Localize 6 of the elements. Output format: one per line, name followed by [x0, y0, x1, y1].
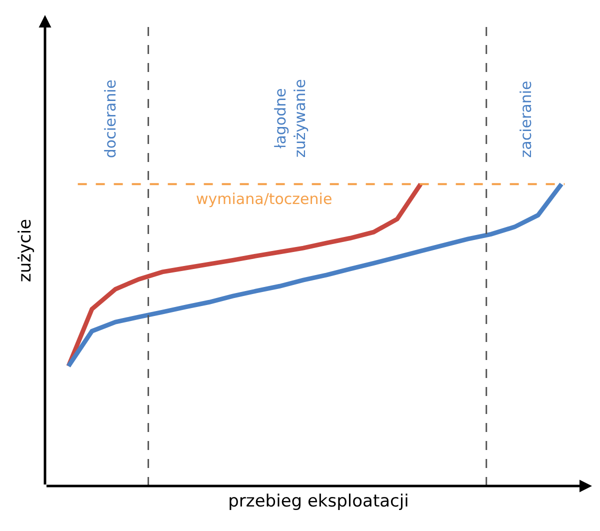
text: zacieranie — [516, 80, 535, 158]
y-axis-title: zużycie — [16, 218, 36, 282]
ref-line-label: wymiana/toczenie — [196, 190, 332, 208]
x-axis-title: przebieg eksploatacji — [228, 491, 409, 512]
text: docieranie — [101, 80, 120, 158]
text: łagodne zużywanie — [272, 79, 310, 158]
